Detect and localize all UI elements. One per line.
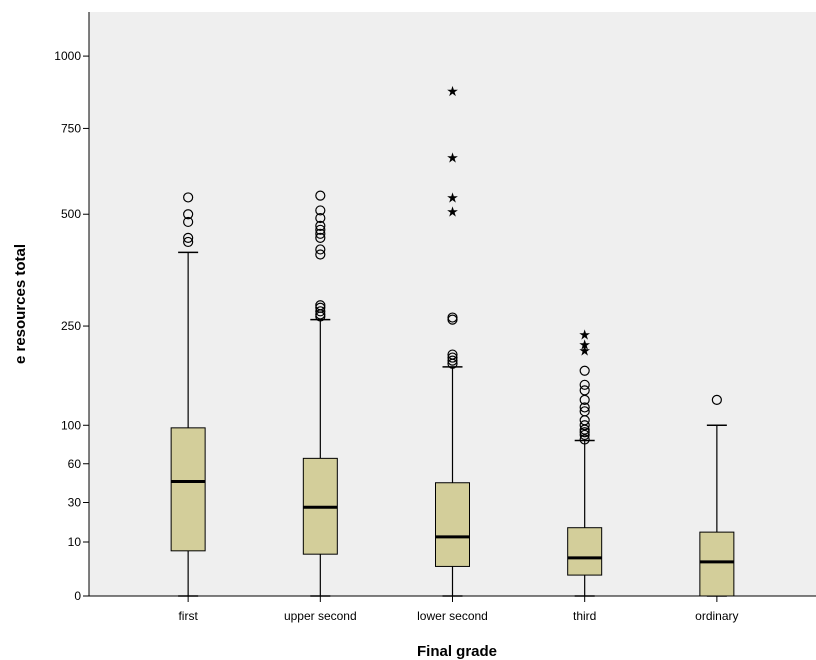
x-tick-label: first xyxy=(178,609,198,623)
outlier-point xyxy=(315,232,326,243)
extreme-point: ★ xyxy=(446,190,459,206)
outlier-point xyxy=(579,406,590,417)
outlier-point xyxy=(315,300,326,311)
outlier-point xyxy=(579,365,590,376)
extreme-point: ★ xyxy=(578,343,591,359)
outlier-point xyxy=(579,427,590,438)
outlier-point xyxy=(447,352,458,363)
outlier-point xyxy=(315,205,326,216)
outlier-point xyxy=(315,306,326,317)
box-iqr xyxy=(699,531,735,597)
y-tick-label: 1000 xyxy=(54,49,81,63)
y-tick-label: 750 xyxy=(61,121,81,135)
extreme-point: ★ xyxy=(578,337,591,353)
x-tick-label: ordinary xyxy=(695,609,738,623)
y-tick-label: 250 xyxy=(61,319,81,333)
x-axis-title: Final grade xyxy=(417,643,497,660)
outlier-point xyxy=(579,429,590,441)
outlier-point xyxy=(315,212,326,224)
extreme-point: ★ xyxy=(446,84,459,100)
extreme-point: ★ xyxy=(446,205,459,221)
outlier-point xyxy=(315,190,326,201)
outlier-point xyxy=(315,249,326,260)
outlier-point xyxy=(579,379,590,390)
box-iqr xyxy=(170,427,206,552)
outlier-point xyxy=(183,209,194,220)
outlier-point xyxy=(447,355,458,366)
box-group: ★★★ xyxy=(567,327,603,597)
outlier-point xyxy=(579,385,590,396)
box-group: ★★★★ xyxy=(435,84,470,597)
y-tick-label: 30 xyxy=(68,495,82,509)
outlier-point xyxy=(315,228,326,239)
outlier-point xyxy=(315,220,326,231)
outlier-point xyxy=(579,434,590,445)
box-iqr xyxy=(567,527,603,576)
outlier-point xyxy=(447,349,458,360)
outlier-point xyxy=(315,302,326,313)
x-tick-label: upper second xyxy=(284,609,357,623)
x-axis-ticks: first upper second lower second third ordina… xyxy=(178,596,739,623)
box-group xyxy=(302,190,338,597)
x-tick-label: third xyxy=(573,609,596,623)
outlier-point xyxy=(579,402,590,413)
outlier-point xyxy=(315,224,326,235)
outlier-point xyxy=(183,192,194,203)
y-tick-label: 60 xyxy=(68,457,82,471)
outlier-point xyxy=(447,312,458,323)
outlier-point xyxy=(183,232,194,243)
extreme-point: ★ xyxy=(446,150,459,166)
outlier-point xyxy=(315,244,326,255)
y-tick-label: 10 xyxy=(68,535,82,549)
outlier-point xyxy=(183,216,194,228)
y-tick-label: 500 xyxy=(61,207,81,221)
extreme-point: ★ xyxy=(578,327,591,343)
outlier-point xyxy=(579,420,590,431)
y-axis-ticks: 0 10 30 60 100 250 500 750 1000 xyxy=(54,49,89,603)
y-tick-label: 0 xyxy=(74,589,81,603)
outlier-point xyxy=(183,236,194,248)
chart-marks: ★★★★★★★ xyxy=(170,84,735,597)
x-tick-label: lower second xyxy=(417,609,488,623)
y-axis-title: e resources total xyxy=(12,244,29,364)
box-iqr xyxy=(435,482,470,567)
y-tick-label: 100 xyxy=(61,418,81,432)
outlier-point xyxy=(711,394,722,405)
